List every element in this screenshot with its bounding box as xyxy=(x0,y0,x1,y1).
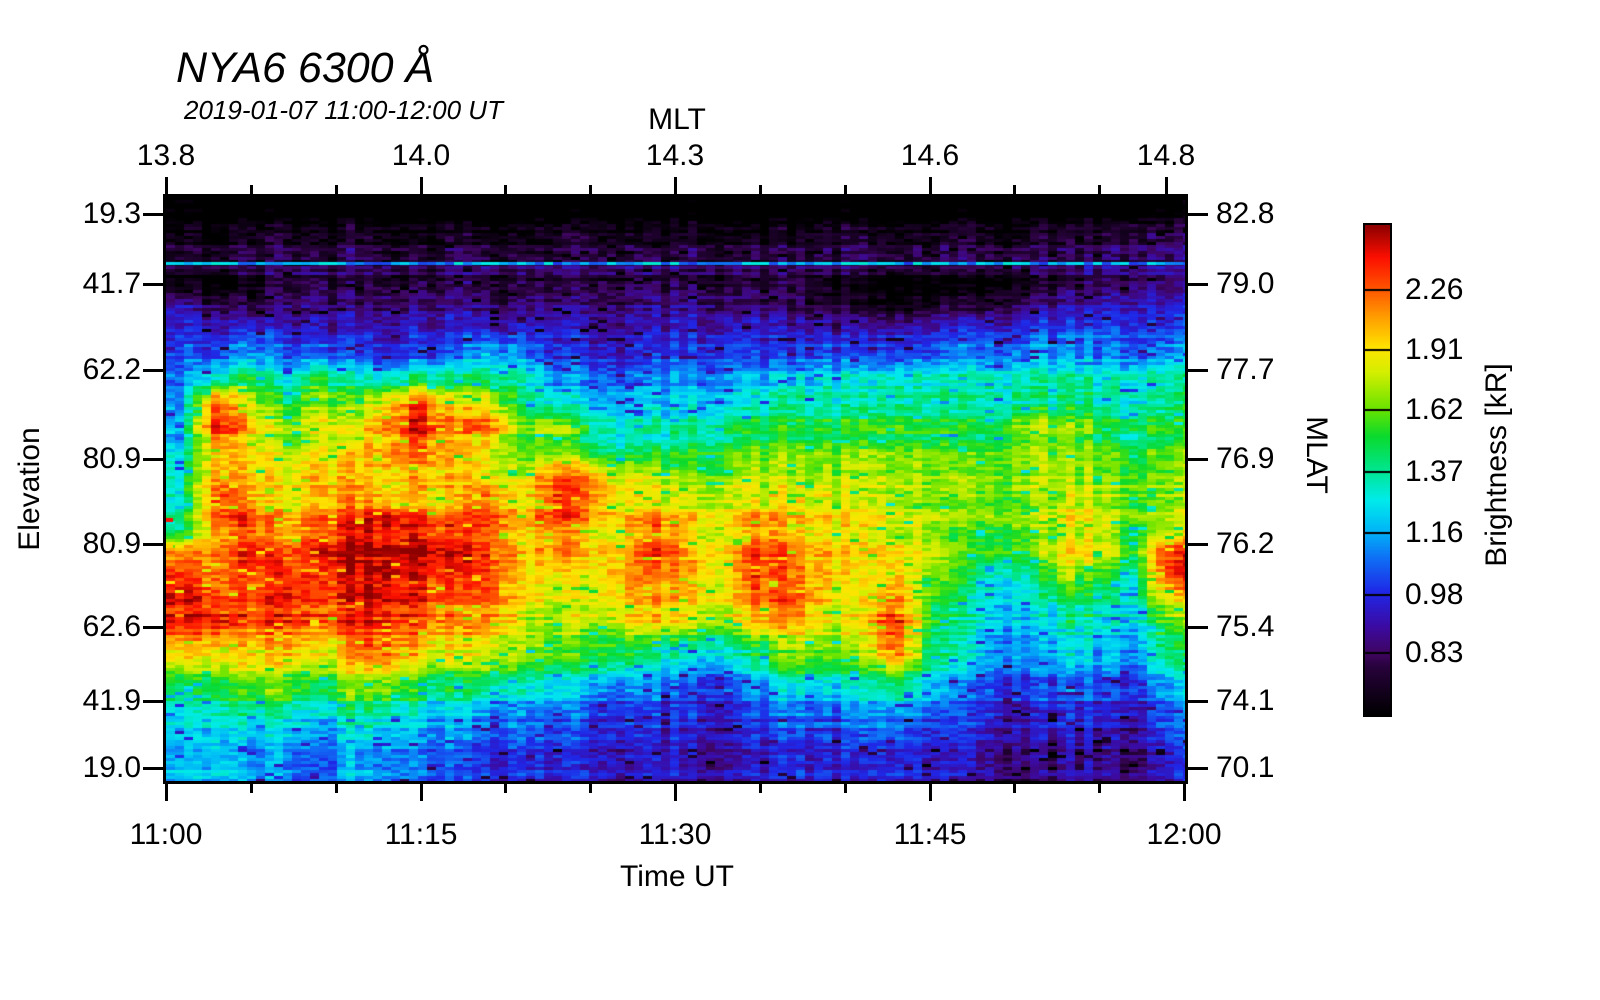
bottom-axis-tick-label: 12:00 xyxy=(1146,818,1222,851)
plot-title: NYA6 6300 Å xyxy=(176,44,435,92)
right-axis-tick-label: 76.2 xyxy=(1216,527,1275,560)
right-axis-major-tick xyxy=(1188,369,1208,372)
top-axis-minor-tick xyxy=(589,185,592,194)
bottom-axis-minor-tick xyxy=(335,784,338,793)
left-axis-tick-label: 62.2 xyxy=(82,353,141,386)
top-axis-tick-label: 14.8 xyxy=(1136,139,1196,172)
right-axis-major-tick xyxy=(1188,458,1208,461)
bottom-axis-title-time-ut: Time UT xyxy=(620,860,734,893)
bottom-axis-minor-tick xyxy=(1013,784,1016,793)
top-axis-tick-label: 13.8 xyxy=(136,139,196,172)
top-axis-major-tick xyxy=(420,177,423,194)
colorbar-tick-label: 0.83 xyxy=(1405,636,1464,669)
bottom-axis-major-tick xyxy=(929,784,932,801)
left-axis-tick-label: 19.0 xyxy=(82,751,141,784)
right-axis-major-tick xyxy=(1188,626,1208,629)
left-axis-major-tick xyxy=(143,700,163,703)
bottom-axis-minor-tick xyxy=(250,784,253,793)
left-axis-tick-label: 19.3 xyxy=(82,197,141,230)
bottom-axis-minor-tick xyxy=(504,784,507,793)
top-axis-major-tick xyxy=(674,177,677,194)
right-axis-major-tick xyxy=(1188,767,1208,770)
right-axis-major-tick xyxy=(1188,283,1208,286)
colorbar-canvas xyxy=(1365,225,1390,715)
top-axis-tick-label: 14.0 xyxy=(391,139,451,172)
top-axis-minor-tick xyxy=(844,185,847,194)
plot-subtitle: 2019-01-07 11:00-12:00 UT xyxy=(184,95,503,125)
right-axis-title-mlat: MLAT xyxy=(1300,416,1333,494)
left-axis-major-tick xyxy=(143,458,163,461)
bottom-axis-minor-tick xyxy=(589,784,592,793)
left-axis-major-tick xyxy=(143,626,163,629)
top-axis-title-mlt: MLT xyxy=(648,103,706,136)
colorbar-title-brightness: Brightness [kR] xyxy=(1480,363,1513,567)
top-axis-major-tick xyxy=(929,177,932,194)
left-axis-tick-label: 41.7 xyxy=(82,267,141,300)
left-axis-major-tick xyxy=(143,767,163,770)
left-axis-major-tick xyxy=(143,543,163,546)
left-axis-major-tick xyxy=(143,369,163,372)
colorbar-tick-label: 1.37 xyxy=(1405,455,1464,488)
left-axis-tick-label: 80.9 xyxy=(82,527,141,560)
left-axis-tick-label: 41.9 xyxy=(82,684,141,717)
bottom-axis-minor-tick xyxy=(1098,784,1101,793)
bottom-axis-major-tick xyxy=(1183,784,1186,801)
top-axis-major-tick xyxy=(165,177,168,194)
bottom-axis-minor-tick xyxy=(844,784,847,793)
left-axis-major-tick xyxy=(143,213,163,216)
colorbar-tick-label: 0.98 xyxy=(1405,578,1464,611)
bottom-axis-tick-label: 11:45 xyxy=(893,818,967,851)
top-axis-minor-tick xyxy=(1098,185,1101,194)
colorbar-tick-label: 1.16 xyxy=(1405,516,1464,549)
right-axis-tick-label: 77.7 xyxy=(1216,353,1275,386)
top-axis-minor-tick xyxy=(250,185,253,194)
bottom-axis-major-tick xyxy=(674,784,677,801)
top-axis-minor-tick xyxy=(504,185,507,194)
bottom-axis-major-tick xyxy=(165,784,168,801)
colorbar xyxy=(1363,223,1392,717)
top-axis-tick-label: 14.3 xyxy=(645,139,705,172)
left-axis-title-elevation: Elevation xyxy=(13,427,46,551)
top-axis-minor-tick xyxy=(1013,185,1016,194)
right-axis-major-tick xyxy=(1188,543,1208,546)
top-axis-minor-tick xyxy=(759,185,762,194)
heatmap-canvas xyxy=(166,197,1185,781)
left-axis-tick-label: 62.6 xyxy=(82,610,141,643)
bottom-axis-tick-label: 11:00 xyxy=(129,818,203,851)
right-axis-tick-label: 79.0 xyxy=(1216,267,1275,300)
colorbar-tick-label: 2.26 xyxy=(1405,273,1464,306)
top-axis-tick-label: 14.6 xyxy=(900,139,960,172)
bottom-axis-tick-label: 11:15 xyxy=(384,818,458,851)
right-axis-tick-label: 70.1 xyxy=(1216,751,1275,784)
right-axis-major-tick xyxy=(1188,700,1208,703)
top-axis-major-tick xyxy=(1165,177,1168,194)
right-axis-major-tick xyxy=(1188,213,1208,216)
colorbar-tick-label: 1.62 xyxy=(1405,393,1464,426)
bottom-axis-tick-label: 11:30 xyxy=(638,818,712,851)
colorbar-tick-label: 1.91 xyxy=(1405,333,1464,366)
bottom-axis-minor-tick xyxy=(759,784,762,793)
right-axis-tick-label: 76.9 xyxy=(1216,442,1275,475)
left-axis-major-tick xyxy=(143,283,163,286)
heatmap-plot-area xyxy=(163,194,1188,784)
right-axis-tick-label: 74.1 xyxy=(1216,684,1275,717)
right-axis-tick-label: 82.8 xyxy=(1216,197,1275,230)
top-axis-minor-tick xyxy=(335,185,338,194)
left-axis-tick-label: 80.9 xyxy=(82,442,141,475)
right-axis-tick-label: 75.4 xyxy=(1216,610,1275,643)
bottom-axis-major-tick xyxy=(420,784,423,801)
